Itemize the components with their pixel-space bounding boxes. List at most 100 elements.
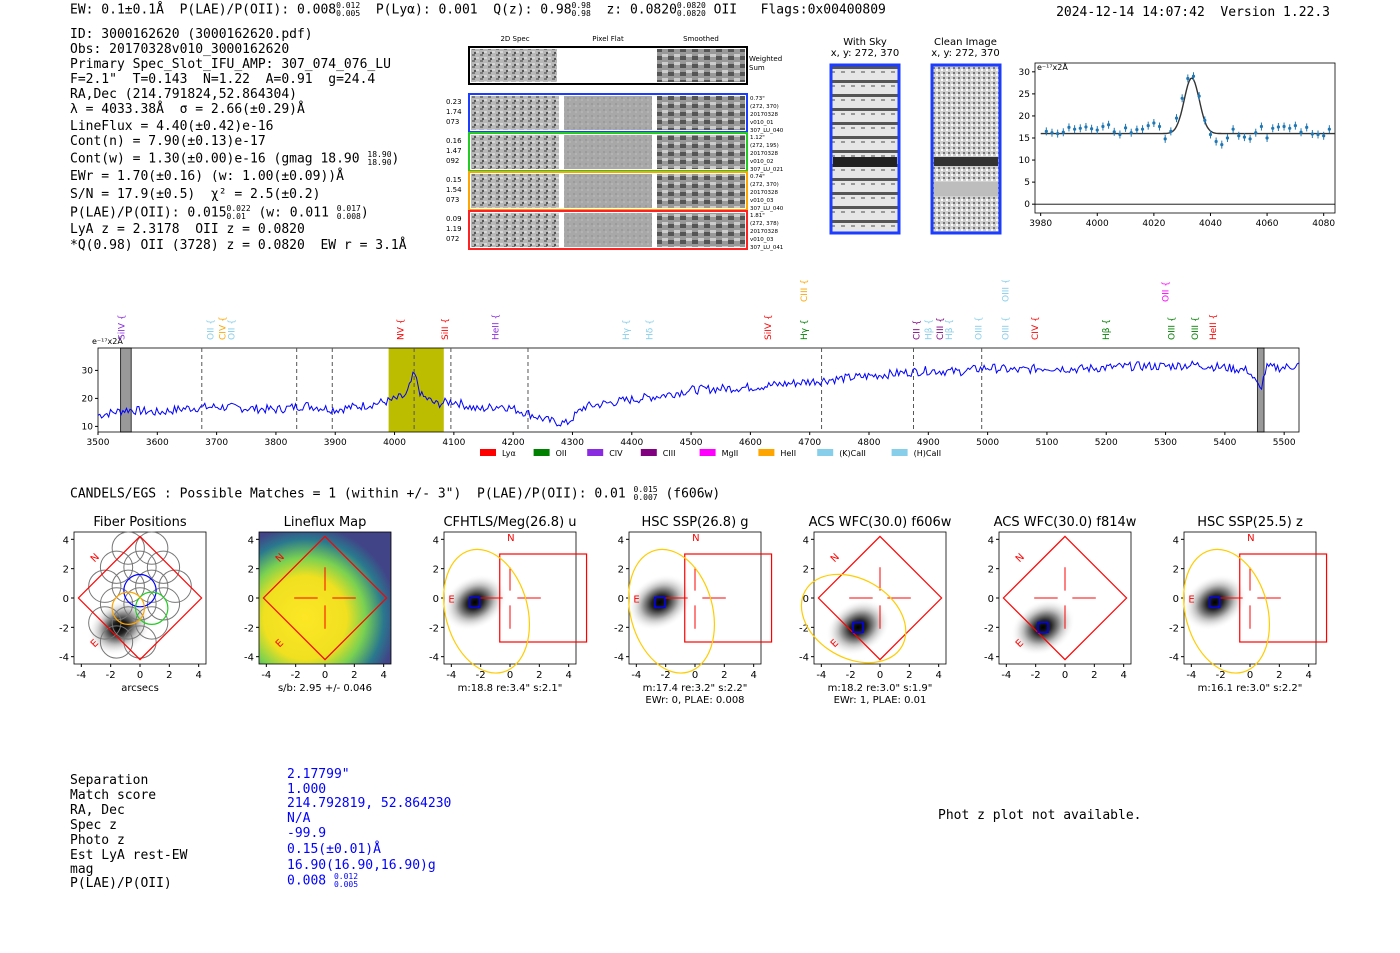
fit-data-point [1135,128,1139,132]
fit-data-point [1237,134,1241,138]
primary-slot: Primary Spec_Slot_IFU_AMP: 307_074_076_L… [70,57,391,72]
fit-data-point [1197,94,1201,98]
fit-data-point [1265,136,1269,140]
quality-line: *Q(0.98) OII (3728) z = 0.0820 EW r = 3.… [70,238,407,253]
imaging-xtick-label: 4 [565,670,571,681]
imaging-panel: CFHTLS/Meg(26.8) u -4 -4 -2 -2 0 0 2 2 4 4 N Em:18.8… [429,515,588,694]
imaging-ytick-label: 4 [803,535,809,546]
value-mag: 16.90(16.90,16.90)g [287,858,436,873]
fiber-params: F=2.1" T=0.143 N=1.22 A=0.91 g=24.4 [70,72,376,87]
emission-line-label: OIII { [1001,316,1011,340]
spectrum-ylabel: e⁻¹⁷x2Å [92,335,123,346]
fit-data-point [1140,127,1145,131]
z-line-text: OII [713,2,738,18]
imaging-xtick-label: 4 [935,670,941,681]
ew-rest: EWr = 1.70(±0.16) (w: 1.00(±0.09))Å [70,169,344,184]
fit-data-point [1073,127,1077,131]
emission-line-label: HeII { [1209,314,1219,340]
fit-data-point [1180,96,1184,100]
compass-north: N [1014,552,1027,565]
label-mag: mag [70,862,94,877]
catalog-match-summary: CANDELS/EGS : Possible Matches = 1 (with… [70,485,721,502]
galaxy-image [1010,599,1076,656]
imaging-ytick-label: 2 [63,565,69,576]
imaging-panel-title: Lineflux Map [284,515,367,530]
fit-data-point [1214,139,1218,144]
cutout-row-right-label: 20170328 [750,190,778,196]
spectrum-xtick-label: 4000 [383,438,406,448]
label-match-score: Match score [70,788,157,803]
cont-w: Cont(w) = 1.30(±0.00)e-16 (gmag 18.90 18… [70,150,400,167]
spectrum-mask-right [1256,347,1265,433]
plya-text: P(Lyα): 0.001 [375,2,478,18]
qz-range: 0.98 0.98 [571,1,591,18]
emission-line-label: HeII { [491,314,501,340]
line-fit-chart: 3980 4000 4020 4040 4060 4080 0 5 10 15 20 25 30 e⁻¹⁷… [1019,61,1336,229]
fit-data-point [1067,125,1071,130]
imaging-ytick-label: 4 [63,535,69,546]
fit-xtick-label: 4060 [1256,219,1279,229]
imaging-ytick-label: 2 [248,565,254,576]
imaging-ytick-label: 0 [433,594,439,605]
cutout-row-right-label: 307_LU_040 [750,206,784,212]
imaging-xtick-label: 2 [1276,670,1282,681]
cutout-row-smoothed [657,96,745,130]
imaging-panel-title: ACS WFC(30.0) f606w [809,515,952,530]
fit-xtick-label: 4080 [1312,219,1335,229]
galaxy-image [442,574,507,631]
fit-data-point [1056,131,1060,136]
spectrum-xtick-label: 4300 [561,438,584,448]
cutout-row-left-label: 073 [446,118,459,126]
timestamp-version: 2024-12-14 14:07:42 Version 1.22.3 [1056,5,1330,20]
imaging-ytick-label: 2 [618,565,624,576]
spectrum-xtick-label: 3700 [205,438,228,448]
cutout-row-smoothed [657,174,745,208]
spectrum-xtick-label: 4700 [798,438,821,448]
clean-trace [934,157,998,166]
emission-line-label: OIII { [1168,316,1178,340]
imaging-xtick-label: 0 [1062,670,1068,681]
lineflux-map-image [259,532,391,664]
fit-data-point [1061,130,1065,134]
imaging-xtick-label: 4 [380,670,386,681]
imaging-caption: m:16.1 re:3.0" s:2.2" [1198,683,1303,694]
imaging-ytick-label: -2 [244,623,254,634]
imaging-xtick-label: 2 [906,670,912,681]
label-spec-z: Spec z [70,818,117,833]
compass-north: N [507,533,514,544]
fit-ytick-label: 30 [1019,68,1031,78]
imaging-panel: HSC SSP(25.5) z -4 -4 -2 -2 0 0 2 2 4 4 N Em:16.1 re… [1169,515,1328,694]
cutout-header-smoothed: Smoothed [683,35,719,43]
fiber-circle [135,531,169,565]
imaging-xtick-label: -2 [1216,670,1226,681]
z-range: 0.0820 0.0820 [676,1,706,18]
imaging-caption: s/b: 2.95 +/- 0.046 [278,683,372,694]
imaging-caption: arcsecs [121,683,159,694]
source-ellipse [800,573,907,664]
legend-swatch [640,449,657,456]
flags-text: Flags:0x00400809 [760,2,886,18]
cutout-header-flat: Pixel Flat [592,35,624,43]
imaging-xtick-label: 4 [195,670,201,681]
fit-data-point [1112,130,1116,134]
imaging-ytick-label: 2 [803,565,809,576]
cutout-row-flat [564,174,652,208]
fit-data-point [1288,126,1292,130]
spectrum-xtick-label: 4200 [502,438,525,448]
imaging-ytick-label: 0 [63,594,69,605]
emission-line-label: SiII { [441,318,451,340]
spectrum-xtick-label: 5200 [1095,438,1118,448]
cutout-row-left-label: 072 [446,235,459,243]
compass-east: E [448,594,454,605]
ew-plae-text: EW: 0.1±0.1Å P(LAE)/P(OII): 0.008 [70,2,337,18]
imaging-ytick-label: -2 [984,623,994,634]
spectrum-xtick-label: 4400 [620,438,643,448]
imaging-panel-title: HSC SSP(25.5) z [1197,515,1303,530]
fiber-circle [146,550,181,584]
fit-data-point [1254,131,1258,135]
legend-label: CIII [663,449,676,458]
imaging-xtick-label: 0 [322,670,328,681]
fit-data-point [1084,125,1088,129]
